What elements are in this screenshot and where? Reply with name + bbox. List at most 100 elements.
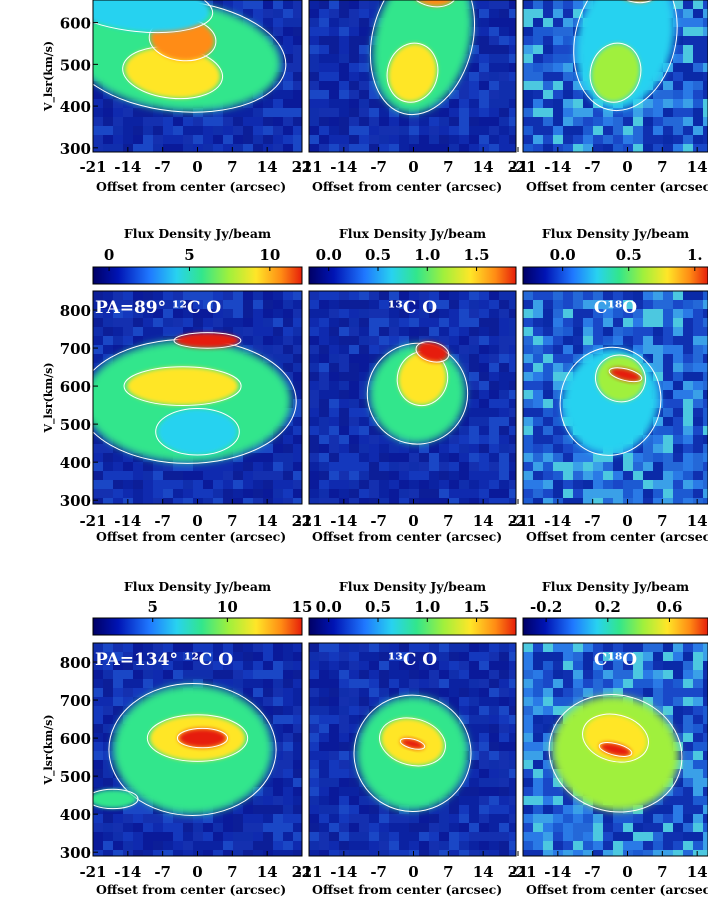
noise-cell: [523, 0, 534, 10]
noise-cell: [329, 45, 340, 55]
noise-cell: [233, 489, 244, 499]
noise-cell: [703, 778, 708, 788]
noise-cell: [319, 832, 330, 842]
noise-cell: [479, 108, 490, 118]
noise-cell: [693, 706, 704, 716]
noise-cell: [583, 300, 594, 310]
noise-cell: [359, 81, 370, 91]
noise-cell: [103, 823, 114, 833]
noise-cell: [449, 99, 460, 109]
noise-cell: [133, 108, 144, 118]
x-tick-label: -21: [509, 158, 536, 176]
noise-cell: [499, 18, 510, 28]
noise-cell: [283, 72, 294, 82]
noise-cell: [339, 363, 350, 373]
noise-cell: [509, 679, 516, 689]
noise-cell: [429, 135, 440, 145]
noise-cell: [329, 345, 340, 355]
noise-cell: [339, 435, 350, 445]
noise-cell: [429, 661, 440, 671]
noise-cell: [339, 381, 350, 391]
noise-cell: [319, 27, 330, 37]
noise-cell: [359, 435, 370, 445]
noise-cell: [703, 108, 708, 118]
noise-cell: [253, 670, 264, 680]
noise-cell: [509, 471, 516, 481]
noise-cell: [309, 54, 320, 64]
noise-cell: [319, 706, 330, 716]
noise-cell: [263, 453, 274, 463]
noise-cell: [603, 135, 614, 145]
noise-cell: [153, 126, 164, 136]
panel-label: PA=89° ¹²C O: [95, 298, 221, 318]
noise-cell: [469, 417, 480, 427]
noise-cell: [499, 9, 510, 19]
noise-cell: [173, 480, 184, 490]
noise-cell: [533, 117, 544, 127]
noise-cell: [533, 99, 544, 109]
noise-cell: [429, 309, 440, 319]
noise-cell: [663, 688, 674, 698]
noise-cell: [703, 309, 708, 319]
noise-cell: [553, 471, 564, 481]
noise-cell: [703, 489, 708, 499]
noise-cell: [213, 327, 224, 337]
noise-cell: [563, 471, 574, 481]
noise-cell: [379, 832, 390, 842]
noise-cell: [163, 643, 174, 653]
noise-cell: [409, 462, 420, 472]
noise-cell: [223, 670, 234, 680]
noise-cell: [489, 850, 500, 856]
noise-cell: [369, 117, 380, 127]
noise-cell: [683, 45, 694, 55]
noise-cell: [459, 291, 470, 301]
noise-cell: [329, 733, 340, 743]
noise-cell: [533, 345, 544, 355]
noise-cell: [693, 99, 704, 109]
noise-cell: [593, 126, 604, 136]
contour-line: [176, 727, 229, 749]
noise-cell: [673, 390, 684, 400]
noise-cell: [439, 327, 450, 337]
noise-cell: [349, 462, 360, 472]
noise-cell: [643, 453, 654, 463]
noise-cell: [133, 805, 144, 815]
noise-cell: [573, 661, 584, 671]
noise-cell: [419, 327, 430, 337]
noise-cell: [243, 832, 254, 842]
noise-cell: [153, 135, 164, 145]
noise-cell: [309, 135, 320, 145]
noise-cell: [93, 108, 104, 118]
noise-cell: [233, 309, 244, 319]
noise-cell: [419, 336, 430, 346]
noise-cell: [369, 135, 380, 145]
noise-cell: [643, 354, 654, 364]
noise-cell: [309, 108, 320, 118]
noise-cell: [369, 697, 380, 707]
noise-cell: [439, 309, 450, 319]
noise-cell: [459, 832, 470, 842]
noise-cell: [389, 309, 400, 319]
noise-cell: [553, 27, 564, 37]
noise-cell: [533, 489, 544, 499]
noise-cell: [533, 796, 544, 806]
noise-cell: [643, 652, 654, 662]
noise-cell: [143, 805, 154, 815]
noise-cell: [509, 805, 516, 815]
noise-cell: [509, 300, 516, 310]
noise-cell: [339, 823, 350, 833]
noise-cell: [663, 679, 674, 689]
x-tick-label: -14: [330, 512, 357, 530]
noise-cell: [319, 462, 330, 472]
noise-cell: [603, 661, 614, 671]
noise-cell: [683, 733, 694, 743]
noise-cell: [309, 309, 320, 319]
noise-cell: [283, 498, 294, 504]
noise-cell: [653, 643, 664, 653]
noise-cell: [309, 462, 320, 472]
noise-cell: [479, 345, 490, 355]
noise-cell: [183, 841, 194, 851]
noise-cell: [309, 363, 320, 373]
noise-cell: [553, 417, 564, 427]
noise-cell: [329, 462, 340, 472]
